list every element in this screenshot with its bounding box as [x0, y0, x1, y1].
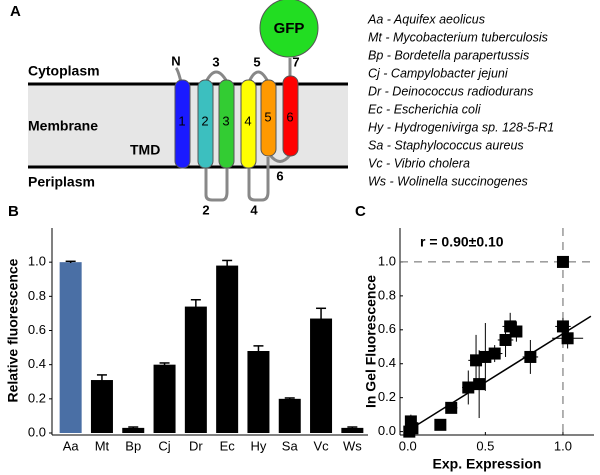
species-entry: Cj - Campylobacter jejuni — [368, 66, 509, 80]
panel-label: A — [10, 3, 21, 20]
point — [524, 350, 537, 363]
bar — [184, 306, 207, 433]
species-entry: Sa - Staphylococcus aureus — [368, 138, 524, 152]
bar — [247, 351, 270, 433]
point — [462, 381, 475, 394]
bar — [310, 318, 333, 433]
species-entry: Aa - Aquifex aeolicus — [367, 12, 485, 26]
point — [510, 325, 523, 338]
y-tick-label: 1.0 — [378, 253, 396, 268]
region-label: Periplasm — [28, 174, 95, 190]
x-tick-label: Sa — [282, 438, 299, 453]
x-tick-label: Bp — [125, 438, 141, 453]
x-tick-label: Mt — [95, 438, 110, 453]
y-tick-label: 0.6 — [28, 322, 46, 337]
bar — [278, 398, 301, 433]
x-tick-label: Dr — [189, 438, 203, 453]
x-tick-label: Hy — [251, 438, 267, 453]
helix — [260, 79, 277, 157]
annotation: r = 0.90±0.10 — [420, 234, 504, 250]
species-entry: Hy - Hydrogenivirga sp. 128-5-R1 — [368, 120, 554, 134]
y-tick-label: 0.2 — [28, 390, 46, 405]
helix-label: 4 — [244, 113, 251, 128]
bar — [90, 380, 113, 433]
bar — [122, 427, 145, 433]
helix — [174, 79, 191, 169]
panel-a: GFP A Cytoplasm Membrane Periplasm TMD N… — [10, 0, 554, 217]
x-tick-label: Ec — [220, 438, 236, 453]
species-list: Aa - Aquifex aeolicus Mt - Mycobacterium … — [367, 12, 554, 188]
helix — [282, 75, 299, 157]
bar — [153, 364, 176, 433]
point — [561, 332, 574, 345]
y-axis-label: Relative fluorescence — [5, 258, 21, 402]
y-tick-label: 0.6 — [378, 321, 396, 336]
loop-label: 6 — [276, 168, 283, 183]
helix-label: 1 — [178, 113, 185, 128]
point — [556, 320, 569, 333]
species-entry: Mt - Mycobacterium tuberculosis — [368, 30, 548, 44]
helix-label: 3 — [222, 113, 229, 128]
tmd-label: TMD — [130, 142, 160, 158]
y-axis-label: In Gel Fluorescence — [363, 275, 379, 408]
point — [499, 333, 512, 346]
terminus-label: N — [171, 53, 180, 68]
y-tick-label: 0.4 — [28, 356, 46, 371]
x-axis-label: Exp. Expression — [433, 456, 542, 472]
x-tick-label: Aa — [63, 438, 80, 453]
species-entry: Ws - Wolinella succinogenes — [368, 174, 528, 188]
region-label: Cytoplasm — [28, 63, 100, 79]
helix — [240, 79, 257, 169]
loop-label: 7 — [292, 54, 299, 69]
helix-label: 2 — [201, 113, 208, 128]
y-tick-label: 0.4 — [378, 355, 396, 370]
y-tick-label: 1.0 — [28, 254, 46, 269]
y-tick-label: 0.0 — [28, 424, 46, 439]
point — [445, 401, 458, 414]
y-tick-label: 0.2 — [378, 389, 396, 404]
y-tick-label: 0.8 — [28, 288, 46, 303]
gfp-circle — [259, 0, 319, 58]
loop-label: 2 — [202, 202, 209, 217]
loop-label: 4 — [250, 202, 258, 217]
helix-label: 5 — [264, 109, 271, 124]
point — [488, 347, 501, 360]
loop-label: 3 — [212, 54, 219, 69]
point — [473, 378, 486, 391]
panel-label: B — [8, 203, 19, 220]
region-label: Membrane — [28, 118, 98, 134]
panel-label: C — [355, 203, 366, 220]
helix-label: 6 — [286, 109, 293, 124]
bar — [59, 262, 82, 433]
x-tick-label: Vc — [313, 438, 329, 453]
point — [556, 255, 569, 268]
helix — [197, 79, 214, 169]
x-tick-label: Cj — [158, 438, 170, 453]
x-tick-label: Ws — [343, 438, 362, 453]
y-tick-label: 0.0 — [378, 423, 396, 438]
y-tick-label: 0.8 — [378, 287, 396, 302]
bar — [216, 265, 239, 433]
point — [434, 418, 447, 431]
species-entry: Vc - Vibrio cholera — [368, 156, 470, 170]
x-tick-label: 0.0 — [399, 438, 417, 453]
bar — [341, 427, 364, 433]
x-tick-label: 1.0 — [554, 438, 572, 453]
x-tick-label: 0.5 — [476, 438, 494, 453]
species-entry: Ec - Escherichia coli — [368, 102, 482, 116]
fit-line — [407, 315, 592, 432]
point — [403, 425, 416, 438]
gfp-label: GFP — [274, 20, 305, 37]
helix — [218, 79, 235, 169]
species-entry: Dr - Deinococcus radiodurans — [368, 84, 533, 98]
loop-label: 5 — [253, 54, 260, 69]
species-entry: Bp - Bordetella parapertussis — [368, 48, 529, 62]
